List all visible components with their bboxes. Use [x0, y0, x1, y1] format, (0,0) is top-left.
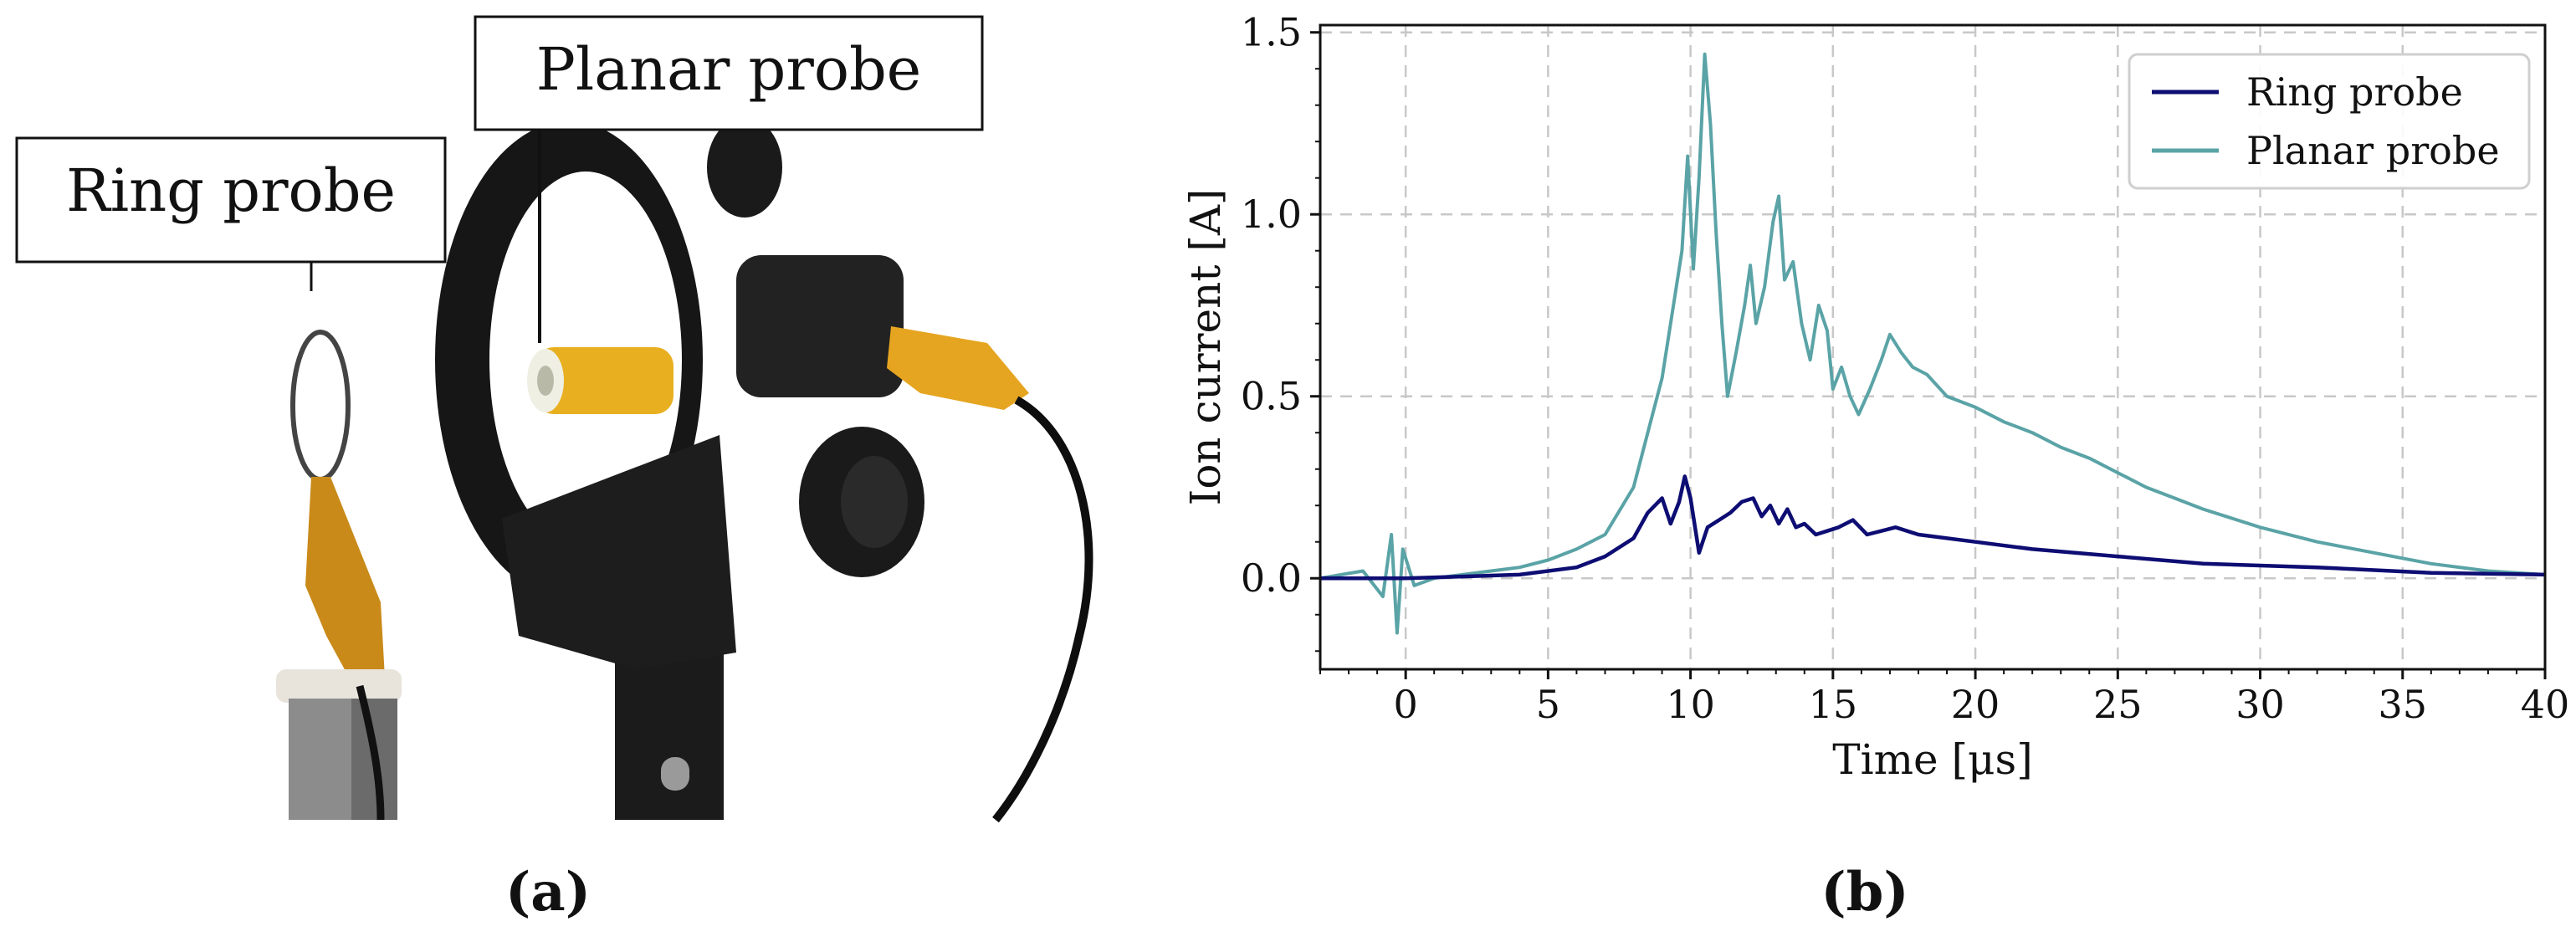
mount-knob-top — [707, 117, 782, 218]
planar-probe-tape — [887, 326, 1029, 410]
panel-b-caption: (b) — [1821, 861, 1908, 924]
x-tick-label: 30 — [2235, 682, 2285, 727]
mount-knob-bottom-cap — [841, 456, 908, 548]
x-tick-label: 0 — [1393, 682, 1417, 727]
panel-a-photo: Ring probe Planar probe — [15, 15, 1093, 823]
mount-arm — [736, 255, 904, 397]
ring-probe-stem — [305, 477, 385, 682]
mount-post-bolt — [661, 757, 689, 791]
x-tick-label: 25 — [2093, 682, 2143, 727]
y-tick-label: 1.0 — [1241, 192, 1302, 237]
tick-layer: 0 5 10 15 20 25 30 35 40 0.0 0.5 1.0 1.5 — [1241, 10, 2569, 727]
x-tick-label: 10 — [1666, 682, 1715, 727]
planar-probe-face-inner — [537, 366, 554, 396]
x-tick-label: 15 — [1809, 682, 1858, 727]
legend: Ring probe Planar probe — [2128, 53, 2531, 190]
mount-base-block — [502, 435, 736, 669]
y-axis-label: Ion current [A] — [1181, 189, 1230, 506]
planar-probe-cable — [992, 396, 1093, 823]
legend-box — [2128, 53, 2531, 190]
ring-probe-loop — [290, 330, 351, 482]
plot-frame — [1319, 23, 2547, 671]
x-axis-label: Time [μs] — [1832, 735, 2032, 784]
planar-probe-barrel — [535, 347, 673, 414]
panel-a-caption: (a) — [505, 861, 591, 924]
callout-ring-label: Ring probe — [66, 156, 396, 225]
x-tick-label: 40 — [2521, 682, 2570, 727]
ring-probe-cable — [356, 684, 385, 821]
ring-probe-collar — [276, 669, 402, 703]
series-ring-line — [1320, 474, 2546, 581]
y-tick-label: 1.5 — [1241, 10, 1302, 55]
callout-planar-label: Planar probe — [536, 35, 921, 104]
x-tick-label: 35 — [2378, 682, 2427, 727]
y-tick-label: 0.0 — [1241, 555, 1302, 601]
legend-planar-label: Planar probe — [2246, 128, 2500, 173]
legend-ring-label: Ring probe — [2246, 69, 2463, 115]
x-tick-label: 20 — [1951, 682, 2000, 727]
y-tick-label: 0.5 — [1241, 374, 1302, 419]
callout-planar-box — [474, 15, 984, 131]
callout-ring-box — [15, 136, 447, 264]
chart: 0 5 10 15 20 25 30 35 40 0.0 0.5 1.0 1.5 Time [μs] I… — [1181, 10, 2569, 784]
x-tick-label: 5 — [1536, 682, 1560, 727]
series-layer — [1319, 52, 2546, 635]
series-planar-line — [1319, 52, 2546, 635]
mount-post — [615, 653, 724, 820]
